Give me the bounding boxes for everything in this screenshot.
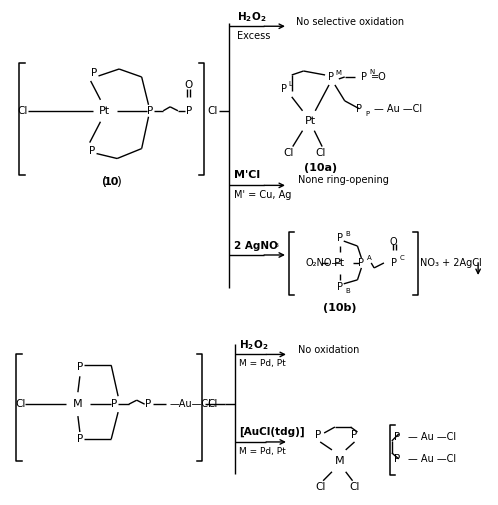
- Text: P: P: [359, 258, 365, 268]
- Text: N: N: [370, 69, 375, 75]
- Text: M: M: [336, 70, 342, 76]
- Text: P: P: [393, 432, 400, 442]
- Text: =O: =O: [371, 72, 387, 82]
- Text: No selective oxidation: No selective oxidation: [296, 17, 404, 27]
- Text: C: C: [399, 255, 404, 261]
- Text: L: L: [289, 81, 293, 87]
- Text: —Au—Cl: —Au—Cl: [169, 399, 211, 409]
- Text: (10b): (10b): [323, 302, 357, 313]
- Text: $_3$: $_3$: [274, 240, 280, 249]
- Text: P: P: [145, 399, 152, 409]
- Text: M' = Cu, Ag: M' = Cu, Ag: [234, 190, 291, 200]
- Text: — Au —Cl: — Au —Cl: [408, 454, 457, 464]
- Text: P: P: [147, 106, 153, 116]
- Text: P: P: [90, 145, 96, 156]
- Text: NO₃ + 2AgCl: NO₃ + 2AgCl: [420, 258, 482, 268]
- Text: Pt: Pt: [334, 258, 346, 268]
- Text: ): ): [117, 176, 122, 189]
- Text: [AuCl(tdg)]: [AuCl(tdg)]: [239, 427, 304, 437]
- Text: Cl: Cl: [207, 399, 218, 409]
- Text: P: P: [352, 430, 358, 440]
- Text: P: P: [186, 106, 192, 116]
- Text: Cl: Cl: [315, 147, 325, 158]
- Text: Cl: Cl: [207, 106, 218, 116]
- Text: O: O: [185, 80, 193, 90]
- Text: P: P: [393, 454, 400, 464]
- Text: P: P: [357, 104, 363, 114]
- Text: P: P: [111, 399, 118, 409]
- Text: P: P: [92, 68, 98, 78]
- Text: $\mathbf{H_2O_2}$: $\mathbf{H_2O_2}$: [239, 338, 268, 352]
- Text: P: P: [77, 363, 83, 372]
- Text: P: P: [391, 258, 397, 268]
- Text: P: P: [362, 72, 368, 82]
- Text: P: P: [328, 72, 334, 82]
- Text: A: A: [367, 255, 372, 261]
- Text: (: (: [102, 176, 107, 189]
- Text: Cl: Cl: [283, 147, 294, 158]
- Text: Excess: Excess: [237, 31, 270, 41]
- Text: P: P: [315, 430, 321, 440]
- Text: $\mathbf{H_2O_2}$: $\mathbf{H_2O_2}$: [237, 11, 266, 24]
- Text: M = Pd, Pt: M = Pd, Pt: [239, 359, 285, 368]
- Text: Cl: Cl: [349, 482, 360, 492]
- Text: M = Pd, Pt: M = Pd, Pt: [239, 447, 285, 457]
- Text: Cl: Cl: [315, 482, 325, 492]
- Text: B: B: [345, 288, 350, 294]
- Text: O: O: [390, 237, 397, 247]
- Text: — Au —Cl: — Au —Cl: [374, 104, 422, 114]
- Text: Pt: Pt: [99, 106, 110, 116]
- Text: P: P: [365, 111, 370, 117]
- Text: B: B: [345, 231, 350, 237]
- Text: 2 AgNO: 2 AgNO: [234, 241, 278, 251]
- Text: Pt: Pt: [305, 116, 316, 126]
- Text: P: P: [281, 84, 287, 94]
- Text: O₂NO—: O₂NO—: [305, 258, 342, 268]
- Text: None ring-opening: None ring-opening: [298, 175, 388, 185]
- Text: No oxidation: No oxidation: [298, 345, 359, 356]
- Text: M: M: [335, 456, 345, 466]
- Text: P: P: [337, 282, 343, 292]
- Text: Cl: Cl: [16, 399, 26, 409]
- Text: — Au —Cl: — Au —Cl: [408, 432, 457, 442]
- Text: Cl: Cl: [18, 106, 28, 116]
- Text: 10: 10: [104, 177, 119, 187]
- Text: (10a): (10a): [304, 164, 337, 173]
- Text: P: P: [77, 434, 83, 444]
- Text: M'Cl: M'Cl: [234, 170, 260, 180]
- Text: P: P: [337, 233, 343, 243]
- Text: (​: (​: [102, 176, 107, 189]
- Text: M: M: [73, 399, 83, 409]
